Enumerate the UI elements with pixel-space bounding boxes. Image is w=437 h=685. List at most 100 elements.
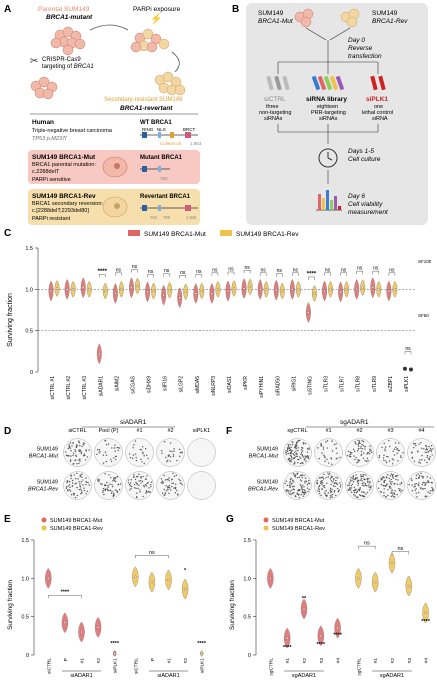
wellsF-colony (293, 473, 295, 475)
wellsF-colony (331, 488, 333, 491)
wellsD-colony (113, 447, 116, 449)
wellsD-colony (140, 449, 142, 451)
wellsF-colony (331, 440, 333, 442)
c-xtick-label: siOAS1 (227, 376, 233, 393)
wellsF-colony (288, 447, 290, 449)
c-point-rev (71, 288, 75, 291)
wellsF-colony (359, 479, 362, 481)
wellsF-colony (430, 445, 433, 447)
wellsD-well (125, 438, 154, 467)
day0: Day 0 (348, 37, 365, 44)
chartG-point (269, 577, 272, 580)
crispr-line1: CRISPR-Cas9 (42, 57, 81, 63)
wellsD-colony (173, 487, 175, 489)
wellsF-colony (300, 452, 303, 454)
wellsD-colony (68, 445, 71, 448)
wellsD-colony (72, 454, 74, 457)
wellsF-colony (396, 493, 398, 496)
wellsF-colony (363, 478, 365, 480)
wellsF-colony (362, 452, 365, 454)
svg-text:RING: RING (142, 127, 154, 132)
wellsD-colony (168, 492, 170, 495)
wellsF-colony (348, 482, 351, 485)
wellsD-colony (172, 472, 174, 475)
wellsD-colony (114, 477, 116, 480)
wellsD-colony (116, 476, 119, 478)
wellsD-colony (85, 493, 87, 495)
wellsD-colony (144, 484, 147, 486)
wellsF-colony (332, 485, 335, 487)
c-xtick-label: siTLR9 (372, 376, 378, 392)
wellsD-colony (147, 481, 149, 484)
wellsF-colony (362, 457, 365, 459)
wellsF-colony (421, 454, 423, 457)
c-sig-label: ns (212, 267, 218, 273)
wellsF-colony (296, 455, 299, 458)
wellsD-colony (79, 485, 81, 487)
wellsD-colony (172, 453, 175, 456)
wellsF-colony (307, 454, 309, 457)
wellsF-colony (420, 441, 422, 444)
wellsD-colony (72, 452, 75, 454)
wellsF-colony (391, 481, 393, 483)
wellsF-col-label: #4 (418, 428, 424, 434)
wellsD-colony (66, 486, 68, 488)
wellsD-colony (115, 455, 117, 458)
wellsD-colony (65, 454, 68, 457)
wellsF-colony (316, 479, 318, 482)
wellsD-colony (160, 482, 163, 484)
wellsF-colony (422, 488, 424, 490)
chart-c: 0 0.5 1.0 1.5 siCTRL #1 siCTRL #2 siCTRL #3 ***… (25, 246, 416, 399)
wellsF-colony (381, 476, 384, 479)
wellsF-colony (305, 480, 308, 483)
wellsF-colony (402, 452, 404, 454)
wellsF-colony (389, 482, 392, 484)
wellsF-colony (355, 443, 357, 445)
wellsD-colony (78, 480, 80, 483)
wellsD-colony (178, 478, 180, 481)
wellsF-colony (305, 492, 307, 494)
wellsF-colony (326, 447, 328, 449)
wellsD-row-label: SUM149 (37, 447, 58, 453)
wellsD-colony (72, 463, 74, 465)
wellsD-colony (79, 475, 81, 478)
c-sig-bracket (147, 274, 154, 278)
wellsF-colony (388, 445, 391, 448)
wellsD-colony (98, 478, 100, 480)
wellsF-colony (325, 477, 327, 479)
wellsF-colony (350, 487, 352, 489)
wellsD-colony (143, 486, 145, 488)
wellsD-colony (66, 480, 69, 482)
wellsF-colony (400, 491, 402, 493)
wellsF-colony (366, 457, 369, 460)
wellsD-colony (133, 444, 135, 446)
wellsF-colony (324, 457, 326, 459)
wellsD-colony (79, 460, 81, 462)
wellsF-well (376, 438, 405, 467)
wellsF-colony (350, 485, 353, 487)
wellsF-colony (289, 454, 292, 457)
wellsF-colony (305, 455, 308, 458)
wellsF-colony (418, 476, 420, 479)
chartE-xtick-label: siCTRL (133, 658, 139, 674)
wellsF-colony (304, 477, 307, 479)
wellsF-colony (429, 490, 432, 492)
c-sig-label: ns (293, 267, 299, 273)
wellsF-colony (323, 455, 326, 458)
wellsF-colony (353, 491, 356, 494)
c-legend: SUM149 BRCA1-Mut SUM149 BRCA1-Rev (128, 230, 299, 238)
wellsF-colony (287, 490, 290, 492)
wellsD-colony (85, 477, 87, 479)
wellsF-colony (395, 446, 397, 449)
wellsF-colony (352, 477, 354, 479)
wellsF-colony (352, 475, 354, 478)
wellsF-colony (334, 485, 336, 488)
wellsD-colony (146, 491, 148, 493)
wellsD-colony (114, 458, 117, 461)
c-xtick-label: siTLR3 (324, 376, 330, 392)
wellsD-colony (78, 459, 80, 461)
c-point-mut (307, 311, 310, 314)
wellsD-colony (86, 490, 89, 493)
wellsD-colony (81, 476, 83, 478)
wellsF-colony (384, 485, 386, 487)
